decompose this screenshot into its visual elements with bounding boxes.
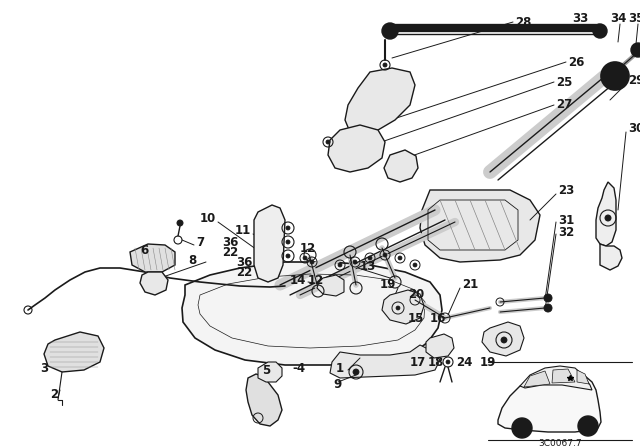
Circle shape <box>398 256 402 260</box>
Polygon shape <box>482 322 524 356</box>
Circle shape <box>326 140 330 144</box>
Text: 11: 11 <box>235 224 252 237</box>
Polygon shape <box>130 244 175 272</box>
Polygon shape <box>140 272 168 295</box>
Circle shape <box>177 220 183 226</box>
Text: 2: 2 <box>50 388 58 401</box>
Text: 17: 17 <box>410 356 426 369</box>
Polygon shape <box>382 290 424 324</box>
Text: 6: 6 <box>140 244 148 257</box>
Polygon shape <box>328 125 385 172</box>
Text: 16: 16 <box>430 311 446 324</box>
Circle shape <box>338 263 342 267</box>
Text: 31: 31 <box>558 214 574 227</box>
Text: 19: 19 <box>380 279 396 292</box>
Text: 28: 28 <box>515 16 531 29</box>
Polygon shape <box>182 262 442 365</box>
Polygon shape <box>552 369 575 383</box>
Circle shape <box>383 63 387 67</box>
Circle shape <box>544 304 552 312</box>
Circle shape <box>605 215 611 221</box>
Polygon shape <box>246 374 282 426</box>
Circle shape <box>310 260 314 264</box>
Text: 18: 18 <box>428 356 444 369</box>
Circle shape <box>382 23 398 39</box>
Text: 10: 10 <box>200 211 216 224</box>
Circle shape <box>518 424 526 432</box>
Text: 21: 21 <box>462 279 478 292</box>
Text: -4: -4 <box>292 362 305 375</box>
Polygon shape <box>345 68 415 135</box>
Polygon shape <box>596 182 616 246</box>
Circle shape <box>368 256 372 260</box>
Circle shape <box>446 360 450 364</box>
Circle shape <box>286 240 290 244</box>
Text: 36: 36 <box>222 236 238 249</box>
Text: 30: 30 <box>628 121 640 134</box>
Circle shape <box>286 254 290 258</box>
Text: 27: 27 <box>556 99 572 112</box>
Polygon shape <box>426 334 454 358</box>
Circle shape <box>396 306 400 310</box>
Text: 14: 14 <box>290 273 307 287</box>
Polygon shape <box>254 205 285 282</box>
Circle shape <box>512 418 532 438</box>
Circle shape <box>383 253 387 257</box>
Text: 32: 32 <box>558 225 574 238</box>
Text: 19: 19 <box>480 356 496 369</box>
Text: 23: 23 <box>558 184 574 197</box>
Circle shape <box>303 256 307 260</box>
Text: 26: 26 <box>568 56 584 69</box>
Text: 3: 3 <box>40 362 48 375</box>
Polygon shape <box>44 332 104 372</box>
Text: 12: 12 <box>308 273 324 287</box>
Text: 13: 13 <box>360 259 376 272</box>
Text: 3C0067.7: 3C0067.7 <box>538 439 582 448</box>
Text: 8: 8 <box>188 254 196 267</box>
Text: 7: 7 <box>196 236 204 249</box>
Circle shape <box>353 369 359 375</box>
Polygon shape <box>600 244 622 270</box>
Circle shape <box>631 43 640 57</box>
Circle shape <box>593 24 607 38</box>
Polygon shape <box>577 370 589 384</box>
Polygon shape <box>330 345 440 378</box>
Text: 24: 24 <box>456 356 472 369</box>
Text: 29: 29 <box>628 73 640 86</box>
Circle shape <box>601 62 629 90</box>
Polygon shape <box>384 150 418 182</box>
Text: 34: 34 <box>610 12 626 25</box>
Polygon shape <box>520 366 592 390</box>
Polygon shape <box>420 190 540 262</box>
Circle shape <box>578 416 598 436</box>
Polygon shape <box>258 362 282 382</box>
Circle shape <box>584 422 592 430</box>
Text: 5: 5 <box>262 363 270 376</box>
Circle shape <box>413 263 417 267</box>
Text: 22: 22 <box>236 266 252 279</box>
Text: 35: 35 <box>628 12 640 25</box>
Text: 9: 9 <box>334 379 342 392</box>
Circle shape <box>353 260 357 264</box>
Text: 33: 33 <box>572 12 588 25</box>
Circle shape <box>501 337 507 343</box>
Text: 12: 12 <box>300 241 316 254</box>
Polygon shape <box>498 372 601 432</box>
Text: 22: 22 <box>222 246 238 258</box>
Text: 15: 15 <box>408 311 424 324</box>
Polygon shape <box>524 371 550 387</box>
Text: 1: 1 <box>336 362 344 375</box>
Circle shape <box>286 226 290 230</box>
Circle shape <box>544 294 552 302</box>
Text: 20: 20 <box>408 289 424 302</box>
Text: 25: 25 <box>556 76 572 89</box>
Text: 36: 36 <box>236 255 252 268</box>
Polygon shape <box>317 275 344 296</box>
